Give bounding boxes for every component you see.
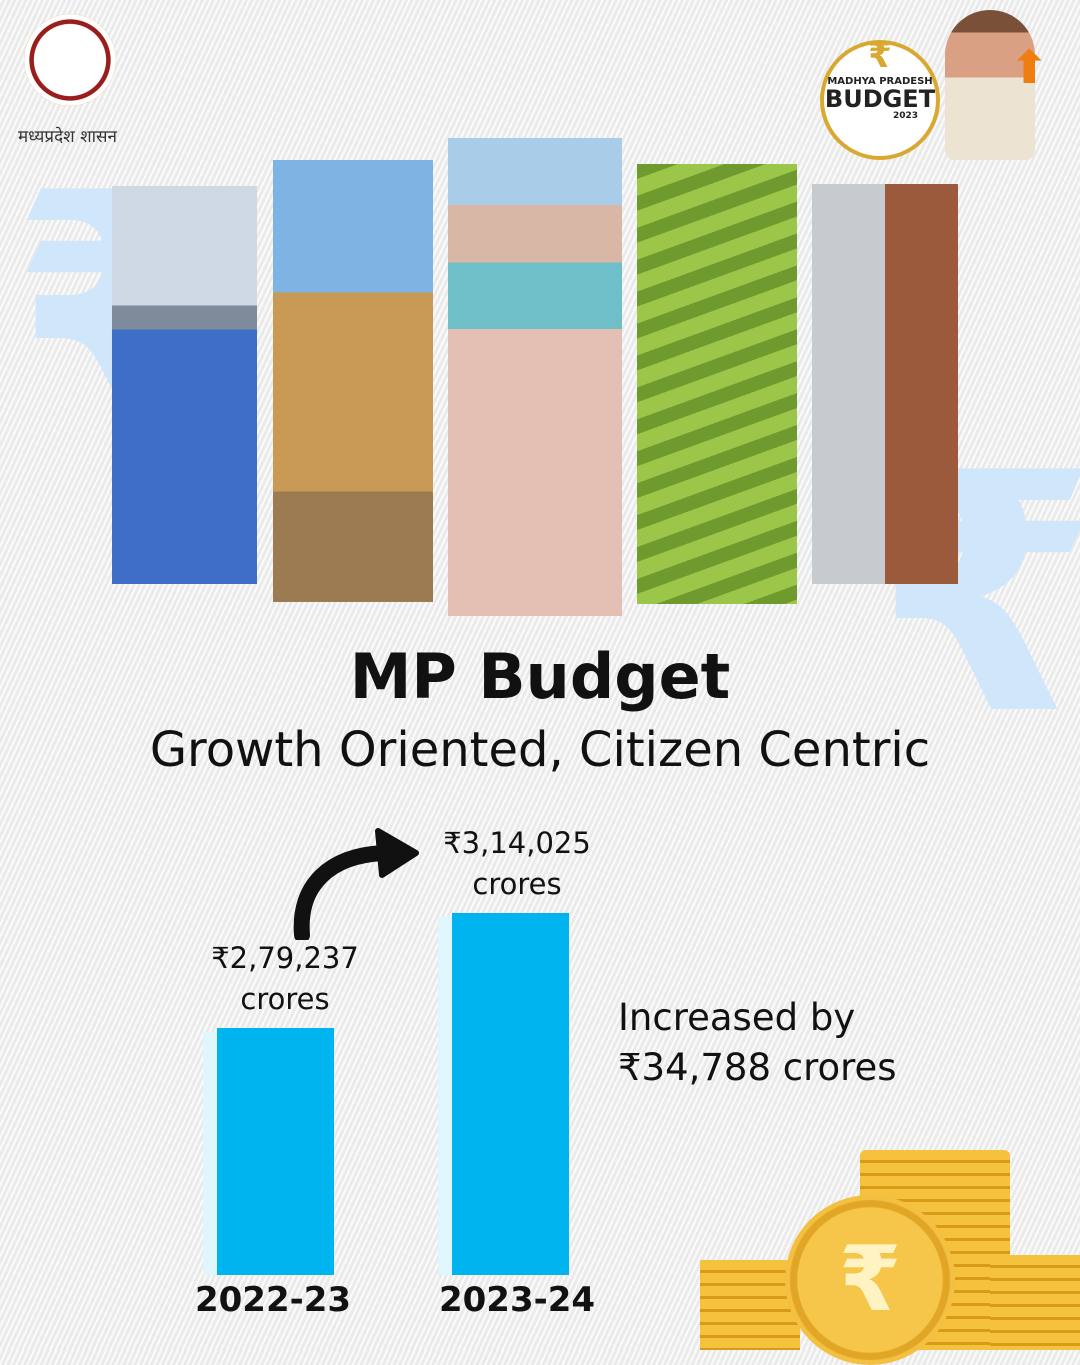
category-label-2023-24: 2023-24 <box>438 1280 596 1320</box>
value-amount: ₹2,79,237 <box>211 940 359 975</box>
value-label-2022-23: ₹2,79,237 crores <box>175 938 395 1020</box>
increase-line1: Increased by <box>618 996 856 1039</box>
rupee-icon: ₹ <box>868 36 892 76</box>
photo-cheetah <box>273 160 433 602</box>
bar-2023-24 <box>452 912 569 1275</box>
category-label-2022-23: 2022-23 <box>194 1280 352 1320</box>
increase-note: Increased by ₹34,788 crores <box>618 993 897 1093</box>
gold-coin-stack: ₹ <box>700 1150 1080 1365</box>
value-unit: crores <box>240 981 330 1016</box>
rupee-coin-icon: ₹ <box>785 1195 955 1365</box>
value-amount: ₹3,14,025 <box>443 825 591 860</box>
logo-text: मध्यप्रदेश शासन <box>18 127 117 147</box>
badge-line2: BUDGET <box>824 85 936 113</box>
budget-badge: ₹ MADHYA PRADESH BUDGET 2023 <box>820 36 940 160</box>
photo-solar-panels <box>112 186 257 584</box>
increase-amount: ₹34,788 crores <box>618 1046 897 1089</box>
badge-year: 2023 <box>892 111 918 121</box>
photo-building <box>812 184 958 584</box>
value-unit: crores <box>472 866 562 901</box>
mp-govt-logo <box>24 14 116 106</box>
badge-line1: MADHYA PRADESH <box>827 76 933 87</box>
growth-arrow-icon: ⬆ <box>1010 40 1049 94</box>
value-label-2023-24: ₹3,14,025 crores <box>407 823 627 905</box>
bar-2022-23 <box>217 1027 334 1275</box>
person-photo <box>945 10 1035 160</box>
page-subtitle: Growth Oriented, Citizen Centric <box>149 722 931 778</box>
photo-riverfront <box>448 138 622 616</box>
page-title: MP Budget <box>349 640 731 713</box>
photo-tea-plantation <box>637 164 797 604</box>
curved-arrow-icon <box>293 828 419 940</box>
